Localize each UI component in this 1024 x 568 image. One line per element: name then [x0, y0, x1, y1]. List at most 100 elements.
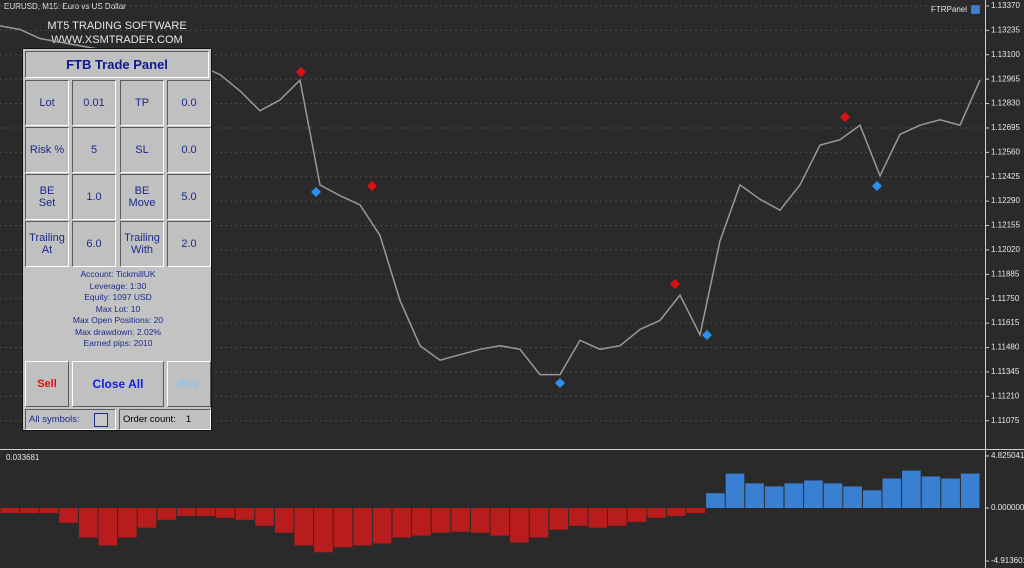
field-label: BE Set	[25, 174, 69, 220]
indicator-bar	[941, 478, 960, 509]
y-tick-label: 1.13370	[991, 1, 1020, 10]
indicator-bar	[627, 508, 647, 522]
y-tick-label: 1.11750	[991, 294, 1020, 303]
all-symbols-checkbox[interactable]	[93, 412, 108, 427]
field-input[interactable]: 2.0	[167, 221, 211, 267]
indicator-bar	[294, 508, 314, 546]
field-input[interactable]: 1.0	[72, 174, 116, 220]
buy-signal	[872, 181, 882, 191]
indicator-bar	[39, 508, 59, 513]
signals	[296, 67, 882, 388]
close-all-button[interactable]: Close All	[72, 361, 164, 407]
y-tick-label: 1.11075	[991, 416, 1020, 425]
indicator-bar	[470, 508, 490, 533]
field-input[interactable]: 6.0	[72, 221, 116, 267]
y-tick-label: 1.12830	[991, 99, 1020, 108]
indicator-bar	[666, 508, 686, 516]
trade-panel: FTB Trade Panel Lot 0.01 TP 0.0 Risk % 5…	[22, 48, 212, 431]
y-tick-label: 1.12965	[991, 74, 1020, 83]
indicator-bar	[59, 508, 78, 523]
indicator-bar	[431, 508, 451, 533]
indicator-bar	[823, 483, 843, 509]
sell-signal	[296, 67, 306, 77]
y-tick-label: 1.11885	[991, 269, 1020, 278]
indicator-bar	[745, 483, 764, 509]
indicator-bar	[862, 490, 882, 509]
indicator-bar	[157, 508, 176, 520]
indicator-bar	[588, 508, 608, 528]
y-tick-label: 0.000000	[991, 503, 1024, 512]
panel-name: FTRPanel	[931, 5, 967, 14]
indicator-bar	[706, 493, 725, 509]
y-tick-label: 1.12695	[991, 123, 1020, 132]
sell-signal	[840, 112, 850, 122]
indicator-bar	[490, 508, 510, 536]
indicator-bar	[843, 486, 862, 509]
indicator-bar	[804, 480, 823, 509]
field-input[interactable]: 5	[72, 127, 116, 173]
indicator-bar	[784, 483, 804, 509]
indicator-bar	[510, 508, 529, 543]
indicator-bar	[235, 508, 255, 520]
indicator-bar	[98, 508, 118, 546]
buy-signal	[555, 378, 565, 388]
field-label: Lot	[25, 80, 69, 126]
y-tick-label: 1.13100	[991, 50, 1020, 59]
indicator-bar	[549, 508, 568, 530]
indicator-bar	[372, 508, 392, 544]
brand-line: WWW.XSMTRADER.COM	[51, 34, 182, 46]
indicator-bar	[392, 508, 412, 538]
y-tick-label: 1.11345	[991, 367, 1020, 376]
panel-title: FTB Trade Panel	[25, 51, 209, 78]
field-label: TP	[120, 80, 164, 126]
y-tick-label: 1.12425	[991, 172, 1020, 181]
indicator-bar	[216, 508, 235, 518]
info-line: Max Lot: 10	[95, 303, 141, 314]
indicator-bar	[78, 508, 98, 538]
order-count: 1	[185, 413, 192, 425]
sell-signal	[670, 279, 680, 289]
y-tick-label: 1.12155	[991, 221, 1020, 230]
panel-icon[interactable]	[971, 5, 980, 14]
indicator-bar	[764, 486, 784, 509]
field-label: SL	[120, 127, 164, 173]
symbol-title: EURUSD, M15: Euro vs US Dollar	[4, 2, 126, 11]
indicator-bar	[921, 476, 941, 509]
field-label: Trailing With	[120, 221, 164, 267]
field-input[interactable]: 5.0	[167, 174, 211, 220]
field-label: Risk %	[25, 127, 69, 173]
account-info: Account: TickmillUK Leverage: 1:30 Equity:…	[25, 269, 211, 359]
sell-button[interactable]: Sell	[25, 361, 69, 407]
y-tick-label: 4.825041	[991, 451, 1024, 460]
indicator-bar	[882, 478, 902, 509]
indicator-bar	[314, 508, 333, 553]
buy-signal	[702, 330, 712, 340]
indicator-bar	[412, 508, 431, 536]
all-symbols-label: All symbols:	[29, 413, 80, 425]
indicator-bar	[118, 508, 137, 538]
y-tick-label: 1.12560	[991, 147, 1020, 156]
info-line: Max drawdown: 2.02%	[75, 326, 161, 337]
y-tick-label: 1.12020	[991, 245, 1020, 254]
info-line: Max Open Positions: 20	[72, 315, 164, 325]
indicator-bar	[196, 508, 216, 516]
indicator-bar	[902, 470, 921, 509]
y-tick-label: 1.13235	[991, 25, 1020, 34]
buy-signal	[311, 187, 321, 197]
indicator-bar	[725, 473, 745, 509]
field-input[interactable]: 0.0	[167, 127, 211, 173]
field-input[interactable]: 0.0	[167, 80, 211, 126]
indicator-bar	[568, 508, 588, 526]
indicator-bar	[0, 508, 20, 513]
info-line: Earned pips: 2010	[83, 338, 153, 348]
info-line: Leverage: 1:30	[89, 280, 147, 291]
indicator-bar	[960, 473, 980, 509]
indicator-bar	[20, 508, 39, 513]
field-label: BE Move	[120, 174, 164, 220]
indicator-bar	[255, 508, 274, 526]
field-input[interactable]: 0.01	[72, 80, 116, 126]
buy-button[interactable]: Buy	[167, 361, 211, 407]
indicator-bar	[686, 508, 706, 513]
indicator-bar	[647, 508, 666, 518]
